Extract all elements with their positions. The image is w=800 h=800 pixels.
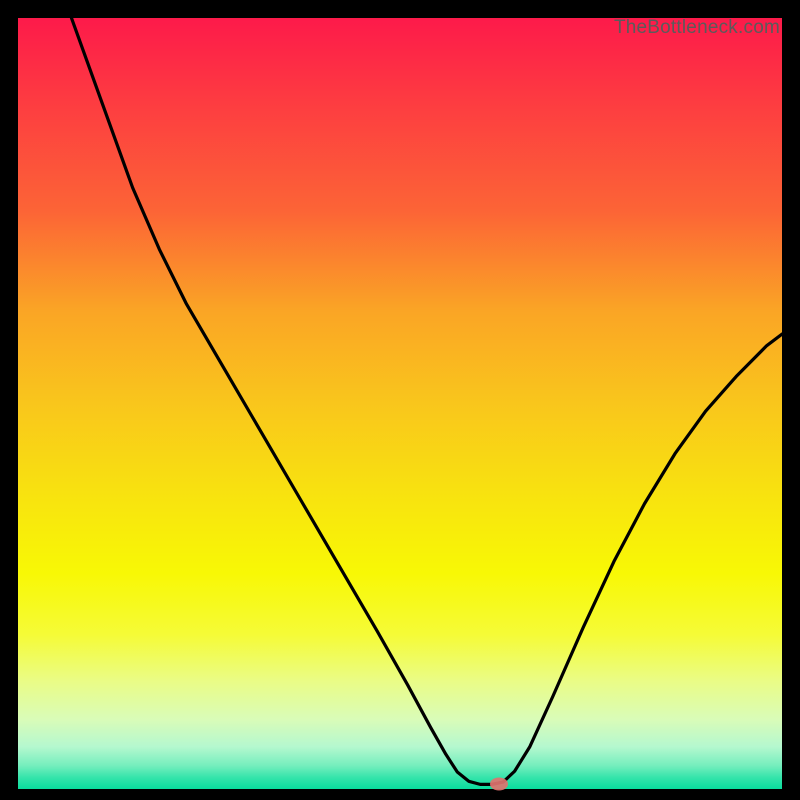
optimum-marker bbox=[490, 778, 508, 791]
plot-area: TheBottleneck.com bbox=[18, 18, 782, 789]
chart-frame: TheBottleneck.com bbox=[0, 0, 800, 800]
watermark-text: TheBottleneck.com bbox=[614, 17, 780, 39]
curve-path bbox=[71, 18, 782, 784]
bottleneck-curve bbox=[18, 18, 782, 789]
